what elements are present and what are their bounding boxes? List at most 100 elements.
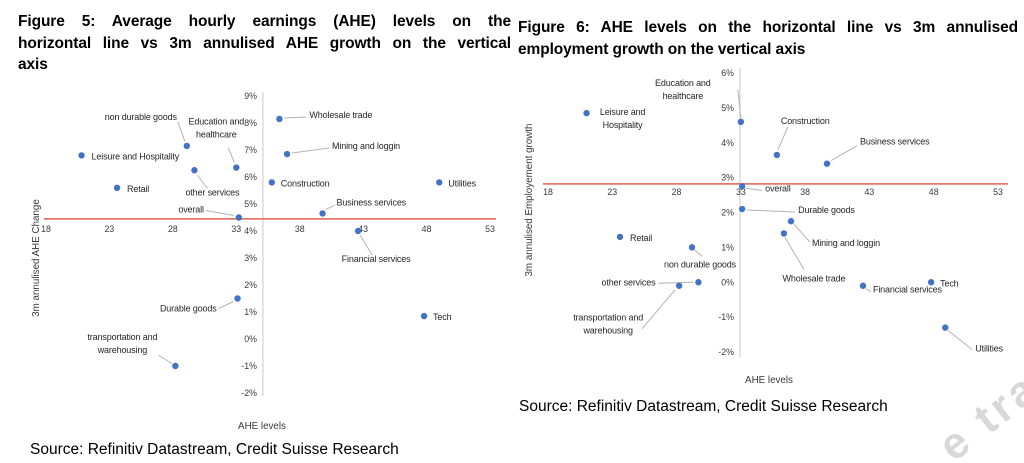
y-tick-label: -2% bbox=[718, 347, 734, 357]
x-tick-label: 18 bbox=[543, 187, 553, 197]
y-tick-label: 6% bbox=[721, 68, 734, 78]
x-tick-label: 33 bbox=[231, 224, 241, 234]
point-label-financial-services: Financial services bbox=[342, 254, 411, 264]
data-point-other-services bbox=[191, 167, 198, 174]
y-tick-label: 7% bbox=[244, 145, 257, 155]
x-tick-label: 38 bbox=[295, 224, 305, 234]
figure6-title: Figure 6: AHE levels on the horizontal l… bbox=[518, 17, 1018, 60]
label-connector-durable-goods bbox=[747, 209, 796, 213]
point-label-construction: Construction bbox=[281, 178, 330, 188]
point-label-non-durable-goods: non durable goods bbox=[105, 112, 178, 122]
figure5-title-line: horizontal line vs 3m annulised AHE grow… bbox=[18, 34, 511, 52]
y-tick-label: 3% bbox=[721, 173, 734, 183]
y-axis-title: 3m annulised Employement growth bbox=[524, 123, 535, 276]
point-label-wholesale-trade: Wholesale trade bbox=[309, 110, 372, 120]
point-label-other-services: other services bbox=[602, 277, 657, 287]
data-point-utilities bbox=[942, 324, 949, 331]
y-tick-label: 6% bbox=[244, 172, 257, 182]
label-connector-mining-and-loggin bbox=[291, 147, 330, 154]
label-connector-construction bbox=[777, 126, 789, 151]
figure6-title-line: employment growth on the vertical axis bbox=[518, 40, 806, 58]
label-connector-business-services bbox=[830, 145, 858, 162]
label-connector-education-and-healthcare bbox=[737, 89, 742, 118]
label-connector-non-durable-goods bbox=[693, 248, 703, 257]
label-connector-business-services bbox=[325, 204, 335, 210]
point-label-wholesale-trade: Wholesale trade bbox=[783, 273, 846, 283]
label-connector-transportation-and-warehousing bbox=[641, 289, 676, 330]
x-tick-label: 48 bbox=[929, 187, 939, 197]
label-connector-durable-goods bbox=[218, 301, 234, 309]
y-tick-label: -1% bbox=[241, 361, 257, 371]
y-tick-label: 5% bbox=[244, 199, 257, 209]
data-point-mining-and-loggin bbox=[283, 150, 291, 158]
point-label-overall: overall bbox=[178, 205, 204, 215]
data-point-wholesale-trade bbox=[276, 115, 283, 123]
point-label-overall: overall bbox=[765, 183, 791, 193]
point-label-retail: Retail bbox=[127, 184, 149, 194]
y-tick-label: 0% bbox=[721, 277, 734, 287]
data-point-transportation-and-warehousing bbox=[675, 282, 683, 289]
y-tick-label: 1% bbox=[244, 307, 257, 317]
y-tick-label: 5% bbox=[721, 103, 734, 113]
data-point-construction bbox=[773, 151, 781, 159]
x-tick-label: 28 bbox=[168, 224, 178, 234]
y-tick-label: 8% bbox=[244, 118, 257, 128]
data-point-retail bbox=[113, 184, 121, 191]
data-point-non-durable-goods bbox=[688, 244, 696, 251]
point-label-education-and-healthcare: Education and healthcare bbox=[188, 117, 244, 140]
point-label-retail: Retail bbox=[630, 233, 652, 243]
point-label-durable-goods: Durable goods bbox=[798, 205, 855, 215]
point-label-utilities: Utilities bbox=[975, 344, 1003, 354]
y-tick-label: 4% bbox=[244, 226, 257, 236]
y-tick-label: 2% bbox=[244, 280, 257, 290]
figure5-title-line: Figure 5: Average hourly earnings (AHE) … bbox=[18, 13, 511, 30]
figure5-source-note: Source: Refinitiv Datastream, Credit Sui… bbox=[30, 441, 399, 458]
x-tick-label: 18 bbox=[41, 224, 51, 234]
point-label-mining-and-loggin: Mining and loggin bbox=[332, 141, 400, 151]
point-label-business-services: Business services bbox=[337, 197, 407, 207]
data-point-business-services bbox=[319, 210, 326, 217]
label-connector-education-and-healthcare bbox=[227, 147, 235, 163]
data-point-mining-and-loggin bbox=[787, 218, 795, 225]
data-point-retail bbox=[616, 233, 624, 241]
figure5-title: Figure 5: Average hourly earnings (AHE) … bbox=[18, 11, 511, 76]
point-label-mining-and-loggin: Mining and loggin bbox=[812, 238, 880, 248]
point-label-non-durable-goods: non durable goods bbox=[664, 259, 737, 269]
x-tick-label: 53 bbox=[485, 224, 495, 234]
data-point-leisure-and-hospitality bbox=[78, 152, 85, 159]
data-point-business-services bbox=[823, 160, 831, 167]
y-tick-label: -2% bbox=[241, 388, 257, 398]
data-point-utilities bbox=[436, 179, 443, 186]
x-tick-label: 28 bbox=[672, 187, 682, 197]
data-point-education-and-healthcare bbox=[233, 164, 240, 171]
point-label-transportation-and-warehousing: transportation and warehousing bbox=[87, 332, 157, 355]
label-connector-non-durable-goods bbox=[177, 121, 186, 142]
figure6-source-note: Source: Refinitiv Datastream, Credit Sui… bbox=[519, 398, 888, 415]
y-tick-label: 9% bbox=[244, 91, 257, 101]
point-label-other-services: other services bbox=[185, 187, 240, 197]
label-connector-financial-services bbox=[865, 288, 872, 293]
data-point-financial-services bbox=[859, 282, 867, 289]
data-point-tech bbox=[420, 312, 428, 320]
data-point-construction bbox=[268, 179, 276, 186]
data-point-non-durable-goods bbox=[183, 142, 191, 150]
label-connector-overall bbox=[746, 187, 763, 191]
data-point-wholesale-trade bbox=[780, 230, 788, 237]
figure6-title-line: Figure 6: AHE levels on the horizontal l… bbox=[518, 19, 1018, 36]
x-tick-label: 43 bbox=[358, 224, 368, 234]
label-connector-overall bbox=[205, 210, 234, 216]
data-point-durable-goods bbox=[738, 205, 746, 213]
label-connector-other-services bbox=[197, 174, 208, 189]
x-tick-label: 38 bbox=[800, 187, 810, 197]
y-axis-title: 3m annulised AHE Change bbox=[31, 199, 42, 317]
label-connector-other-services bbox=[658, 281, 694, 284]
point-label-tech: Tech bbox=[940, 278, 959, 288]
x-axis-title: AHE levels bbox=[745, 375, 793, 386]
y-tick-label: 3% bbox=[244, 253, 257, 263]
data-point-transportation-and-warehousing bbox=[172, 362, 179, 370]
point-label-tech: Tech bbox=[433, 312, 452, 322]
point-label-utilities: Utilities bbox=[448, 178, 476, 188]
point-label-financial-services: Financial services bbox=[873, 285, 942, 295]
figure5-scatter-chart: 9% 8% 7% 6% 5% 4% 3% 2% 1% 0% -1% -2% 18 23 28 33 38 43 48… bbox=[31, 91, 496, 432]
